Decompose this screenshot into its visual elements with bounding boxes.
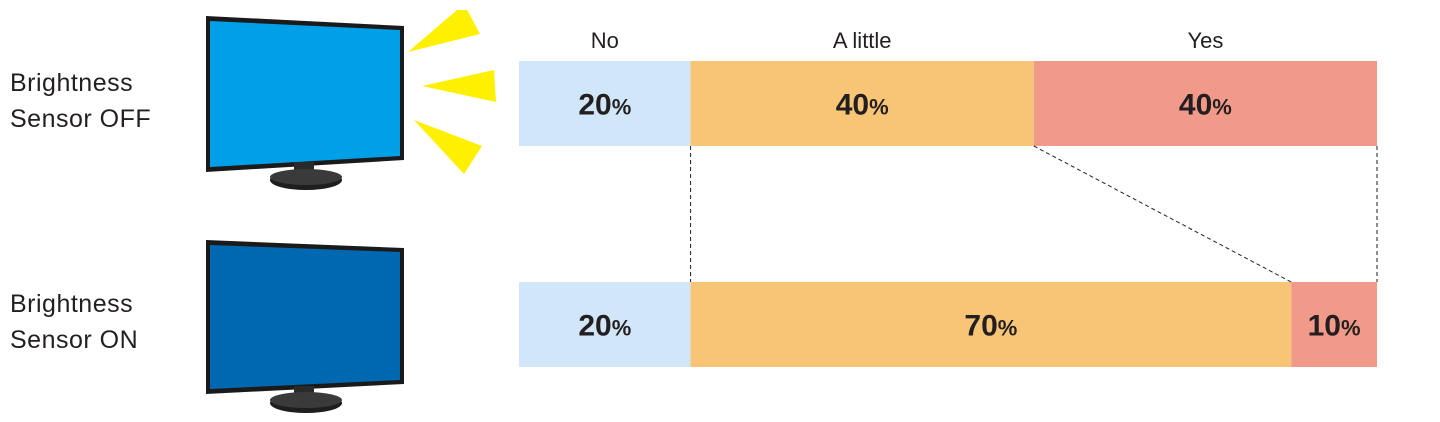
monitor-screen (210, 21, 400, 167)
bar-segment-a-little (690, 61, 1034, 146)
row-label-line1: Brightness (10, 69, 134, 97)
bar-segment-yes (1291, 282, 1377, 367)
row-label-line2: Sensor OFF (10, 105, 152, 133)
legend-label: Yes (1187, 28, 1223, 53)
data-label: 20% (578, 310, 631, 343)
light-ray (414, 120, 482, 174)
bar-segment-a-little (690, 282, 1292, 367)
row-label-line1: Brightness (10, 290, 134, 318)
legend-label: No (591, 28, 619, 53)
row-label-sensor-off: Brightness Sensor OFF (10, 65, 151, 137)
data-label: 40% (1179, 89, 1232, 122)
bar-segment-no (519, 282, 691, 367)
light-rays-icon (408, 10, 496, 174)
data-label: 20% (578, 89, 631, 122)
monitor-dim-icon (206, 240, 404, 413)
connector-line (1033, 145, 1292, 283)
light-ray (408, 10, 480, 52)
bar-segment-no (519, 61, 691, 146)
light-ray (422, 70, 496, 102)
bar-segment-yes (1033, 61, 1377, 146)
row-label-sensor-on: Brightness Sensor ON (10, 286, 138, 358)
data-label: 40% (836, 89, 889, 122)
legend-label: A little (833, 28, 892, 53)
monitor-bright-icon (206, 10, 496, 190)
row-label-line2: Sensor ON (10, 326, 139, 354)
data-label: 70% (964, 310, 1017, 343)
monitor-screen (210, 245, 400, 389)
data-label: 10% (1308, 310, 1361, 343)
